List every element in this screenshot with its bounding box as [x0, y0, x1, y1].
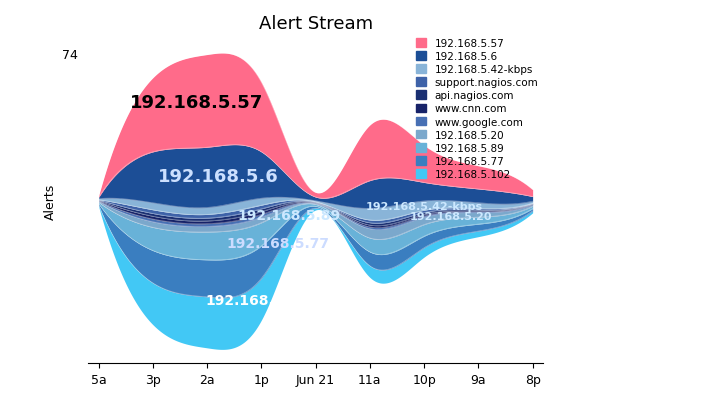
Title: Alert Stream: Alert Stream [258, 15, 373, 33]
Text: 192.168.5.20: 192.168.5.20 [410, 211, 493, 221]
Text: 192.168.5.6: 192.168.5.6 [158, 168, 279, 186]
Text: 192.168.5.102: 192.168.5.102 [205, 294, 318, 308]
Text: 192.168.5.89: 192.168.5.89 [237, 208, 340, 222]
Text: 192.168.5.42-kbps: 192.168.5.42-kbps [366, 201, 483, 211]
Legend: 192.168.5.57, 192.168.5.6, 192.168.5.42-kbps, support.nagios.com, api.nagios.com: 192.168.5.57, 192.168.5.6, 192.168.5.42-… [416, 39, 538, 180]
Text: 192.168.5.57: 192.168.5.57 [130, 94, 263, 112]
Text: 192.168.5.77: 192.168.5.77 [226, 236, 329, 250]
Y-axis label: Alerts: Alerts [44, 184, 57, 220]
